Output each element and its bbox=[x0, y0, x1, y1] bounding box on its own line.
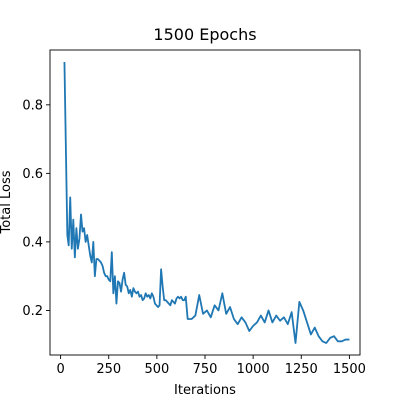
x-tick-label: 1250 bbox=[285, 362, 318, 377]
y-axis-ticks: 0.2 0.4 0.6 0.8 bbox=[22, 98, 50, 319]
x-axis-label: Iterations bbox=[174, 383, 236, 398]
x-tick-label: 750 bbox=[193, 362, 218, 377]
series-line-total-loss bbox=[63, 61, 350, 344]
x-tick-label: 250 bbox=[96, 362, 121, 377]
y-tick-label: 0.6 bbox=[22, 167, 43, 182]
y-tick-label: 0.4 bbox=[22, 235, 43, 250]
y-tick-label: 0.8 bbox=[22, 98, 43, 113]
x-tick-label: 500 bbox=[144, 362, 169, 377]
x-axis-ticks: 0 250 500 750 1000 1250 1500 bbox=[56, 355, 366, 377]
chart-title: 1500 Epochs bbox=[153, 25, 256, 44]
x-tick-label: 1000 bbox=[237, 362, 270, 377]
x-tick-label: 0 bbox=[56, 362, 64, 377]
plot-area bbox=[63, 61, 350, 344]
y-tick-label: 0.2 bbox=[22, 304, 43, 319]
x-tick-label: 1500 bbox=[333, 362, 366, 377]
y-axis-label: Total Loss bbox=[0, 170, 14, 234]
